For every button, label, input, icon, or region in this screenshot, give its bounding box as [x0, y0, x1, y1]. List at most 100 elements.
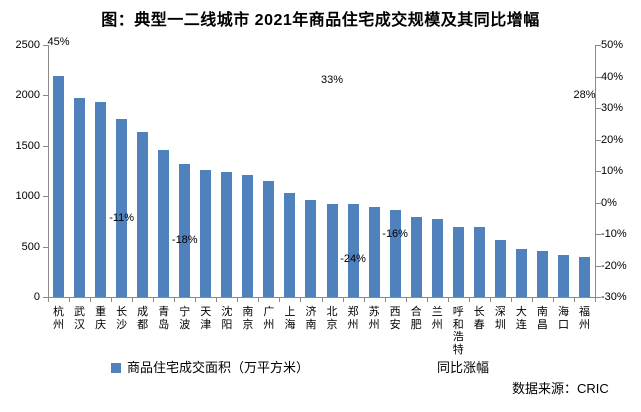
- right-axis-tick-label: 0%: [601, 196, 617, 209]
- x-label-广州: 广州: [263, 306, 275, 331]
- x-label-北京: 北京: [326, 306, 338, 331]
- x-label-沈阳: 沈阳: [221, 306, 233, 331]
- bar-苏州: [368, 206, 380, 297]
- bar-广州: [263, 181, 275, 297]
- bar-大连: [515, 248, 527, 297]
- bar-深圳: [494, 239, 506, 297]
- bar-福州: [578, 256, 590, 297]
- x-label-上海: 上海: [284, 306, 296, 331]
- x-axis-tick: [384, 298, 386, 302]
- x-label-重庆: 重庆: [95, 306, 107, 331]
- source-note: 数据来源：CRIC: [512, 381, 609, 396]
- right-axis-tick: [596, 265, 601, 267]
- bar-兰州: [431, 218, 443, 297]
- left-axis-line: [48, 45, 49, 298]
- x-axis-tick: [300, 298, 302, 302]
- growth-label-宁波: -18%: [171, 234, 198, 247]
- right-axis-tick-label: -30%: [601, 291, 627, 303]
- left-axis-tick: [43, 95, 48, 97]
- left-axis-tick-label: 1500: [15, 139, 40, 152]
- x-axis-line: [48, 297, 596, 298]
- x-axis-tick: [216, 298, 218, 302]
- x-axis-tick: [258, 298, 260, 302]
- bar-青岛: [158, 149, 170, 297]
- bar-南京: [242, 174, 254, 297]
- bar-合肥: [410, 217, 422, 297]
- bar-南昌: [536, 251, 548, 297]
- right-axis-tick: [596, 234, 601, 235]
- right-axis-tick-label: -10%: [601, 228, 627, 240]
- x-axis-tick: [573, 298, 575, 302]
- left-axis-tick: [43, 145, 48, 147]
- x-label-合肥: 合肥: [410, 306, 422, 331]
- x-label-青岛: 青岛: [158, 306, 170, 331]
- x-label-南京: 南京: [242, 306, 254, 331]
- x-axis-tick: [489, 298, 491, 302]
- x-axis-tick: [153, 298, 155, 302]
- right-axis-tick-label: -20%: [601, 259, 627, 272]
- left-axis-tick-label: 2500: [15, 39, 40, 51]
- x-axis-tick: [90, 298, 92, 302]
- x-axis-tick: [279, 298, 281, 302]
- x-axis-tick: [405, 298, 407, 302]
- x-label-深圳: 深圳: [494, 306, 506, 331]
- x-label-天津: 天津: [200, 306, 212, 331]
- right-axis-tick: [596, 202, 601, 204]
- x-axis-tick: [363, 298, 365, 302]
- x-label-郑州: 郑州: [347, 306, 359, 331]
- bar-天津: [200, 169, 212, 297]
- x-label-苏州: 苏州: [368, 306, 380, 331]
- bar-上海: [284, 192, 296, 297]
- x-axis-tick: [48, 298, 49, 302]
- right-axis-tick: [596, 139, 601, 141]
- right-axis-line: [595, 45, 596, 298]
- x-label-福州: 福州: [578, 306, 590, 331]
- right-axis-tick-label: 40%: [601, 70, 624, 83]
- bar-长沙: [116, 119, 128, 297]
- right-axis-tick-label: 10%: [601, 165, 624, 177]
- right-axis-tick: [596, 171, 601, 172]
- growth-label-福州: 28%: [573, 89, 596, 102]
- x-label-成都: 成都: [137, 306, 149, 331]
- x-label-大连: 大连: [515, 306, 527, 331]
- left-axis-tick: [43, 246, 48, 248]
- growth-label-长沙: -11%: [109, 212, 135, 225]
- right-axis-tick: [596, 45, 601, 46]
- right-axis-tick-label: 50%: [601, 39, 624, 51]
- x-label-西安: 西安: [389, 306, 401, 331]
- bar-杭州: [53, 76, 65, 297]
- x-axis-tick: [69, 298, 71, 302]
- x-label-兰州: 兰州: [431, 306, 443, 331]
- x-axis-tick: [174, 298, 176, 302]
- right-axis-tick: [596, 76, 601, 78]
- legend-line-label: 同比涨幅: [437, 360, 490, 375]
- bar-海口: [557, 254, 569, 297]
- x-axis-tick: [510, 298, 512, 302]
- x-axis-tick: [111, 298, 113, 302]
- x-label-杭州: 杭州: [53, 306, 65, 331]
- x-axis-tick: [552, 298, 554, 302]
- x-axis-tick: [195, 298, 197, 302]
- left-axis-tick: [43, 45, 48, 46]
- right-axis-tick-label: 20%: [601, 133, 624, 146]
- chart-title: 图：典型一二线城市 2021年商品住宅成交规模及其同比增幅: [101, 12, 540, 29]
- bar-呼和浩特: [452, 226, 464, 297]
- left-axis-tick: [43, 297, 48, 298]
- x-label-长春: 长春: [473, 306, 485, 331]
- x-axis-tick: [447, 298, 449, 302]
- bar-郑州: [347, 204, 359, 297]
- growth-label-杭州: 45%: [47, 35, 70, 48]
- x-axis-tick: [426, 298, 428, 302]
- bar-宁波: [179, 164, 191, 297]
- bar-沈阳: [221, 172, 233, 297]
- left-axis-tick: [43, 196, 48, 198]
- left-axis-tick-label: 500: [21, 240, 40, 253]
- bar-北京: [326, 204, 338, 297]
- x-axis-tick: [321, 298, 323, 302]
- x-label-海口: 海口: [557, 306, 569, 331]
- growth-label-西安: -16%: [382, 227, 408, 240]
- legend-bar-label: 商品住宅成交面积（万平方米）: [127, 360, 310, 375]
- x-axis-tick: [237, 298, 239, 302]
- growth-label-北京: 33%: [321, 73, 344, 86]
